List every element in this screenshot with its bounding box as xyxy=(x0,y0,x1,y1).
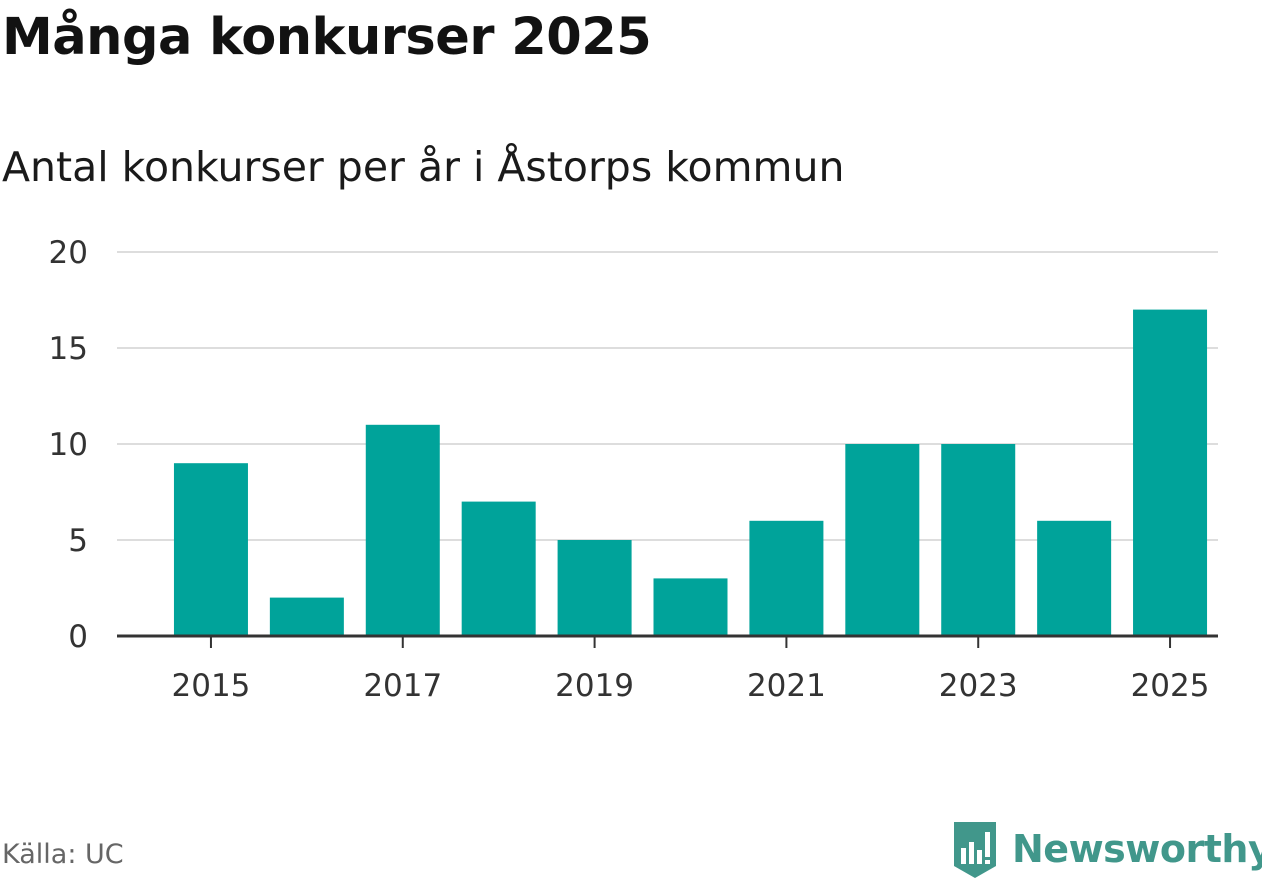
bars xyxy=(173,309,1208,636)
source-note: Källa: UC xyxy=(2,839,124,870)
bar-2022 xyxy=(845,444,920,636)
y-tick-label: 15 xyxy=(49,331,88,367)
x-tick-label: 2025 xyxy=(1131,668,1210,704)
bar-2025 xyxy=(1133,309,1208,636)
x-tick-label: 2019 xyxy=(555,668,634,704)
x-tick-label: 2017 xyxy=(363,668,442,704)
y-tick-label: 10 xyxy=(49,427,88,463)
x-tick-label: 2023 xyxy=(939,668,1018,704)
x-tick-label: 2015 xyxy=(172,668,251,704)
grid-lines xyxy=(117,251,1218,541)
bar-2023 xyxy=(941,444,1016,636)
chart-subtitle: Antal konkurser per år i Åstorps kommun xyxy=(2,143,845,191)
bar-2018 xyxy=(461,501,536,636)
y-tick-label: 5 xyxy=(68,523,88,559)
bar-2024 xyxy=(1037,520,1112,636)
brand-logo: Newsworthy xyxy=(950,818,1262,880)
bar-2021 xyxy=(749,520,824,636)
bar-2019 xyxy=(557,540,632,636)
chart-title: Många konkurser 2025 xyxy=(2,8,652,67)
x-tick-label: 2021 xyxy=(747,668,826,704)
y-tick-label: 20 xyxy=(49,235,88,271)
axes: 0 5 10 15 20 2015 2017 2019 2021 2023 2025 xyxy=(49,235,1218,704)
bar-2020 xyxy=(653,578,728,636)
brand-name: Newsworthy xyxy=(1012,827,1262,871)
y-tick-label: 0 xyxy=(68,619,88,655)
newsworthy-icon xyxy=(954,822,996,878)
bar-2017 xyxy=(365,424,440,636)
bar-2015 xyxy=(173,463,248,636)
bar-2016 xyxy=(269,597,344,636)
